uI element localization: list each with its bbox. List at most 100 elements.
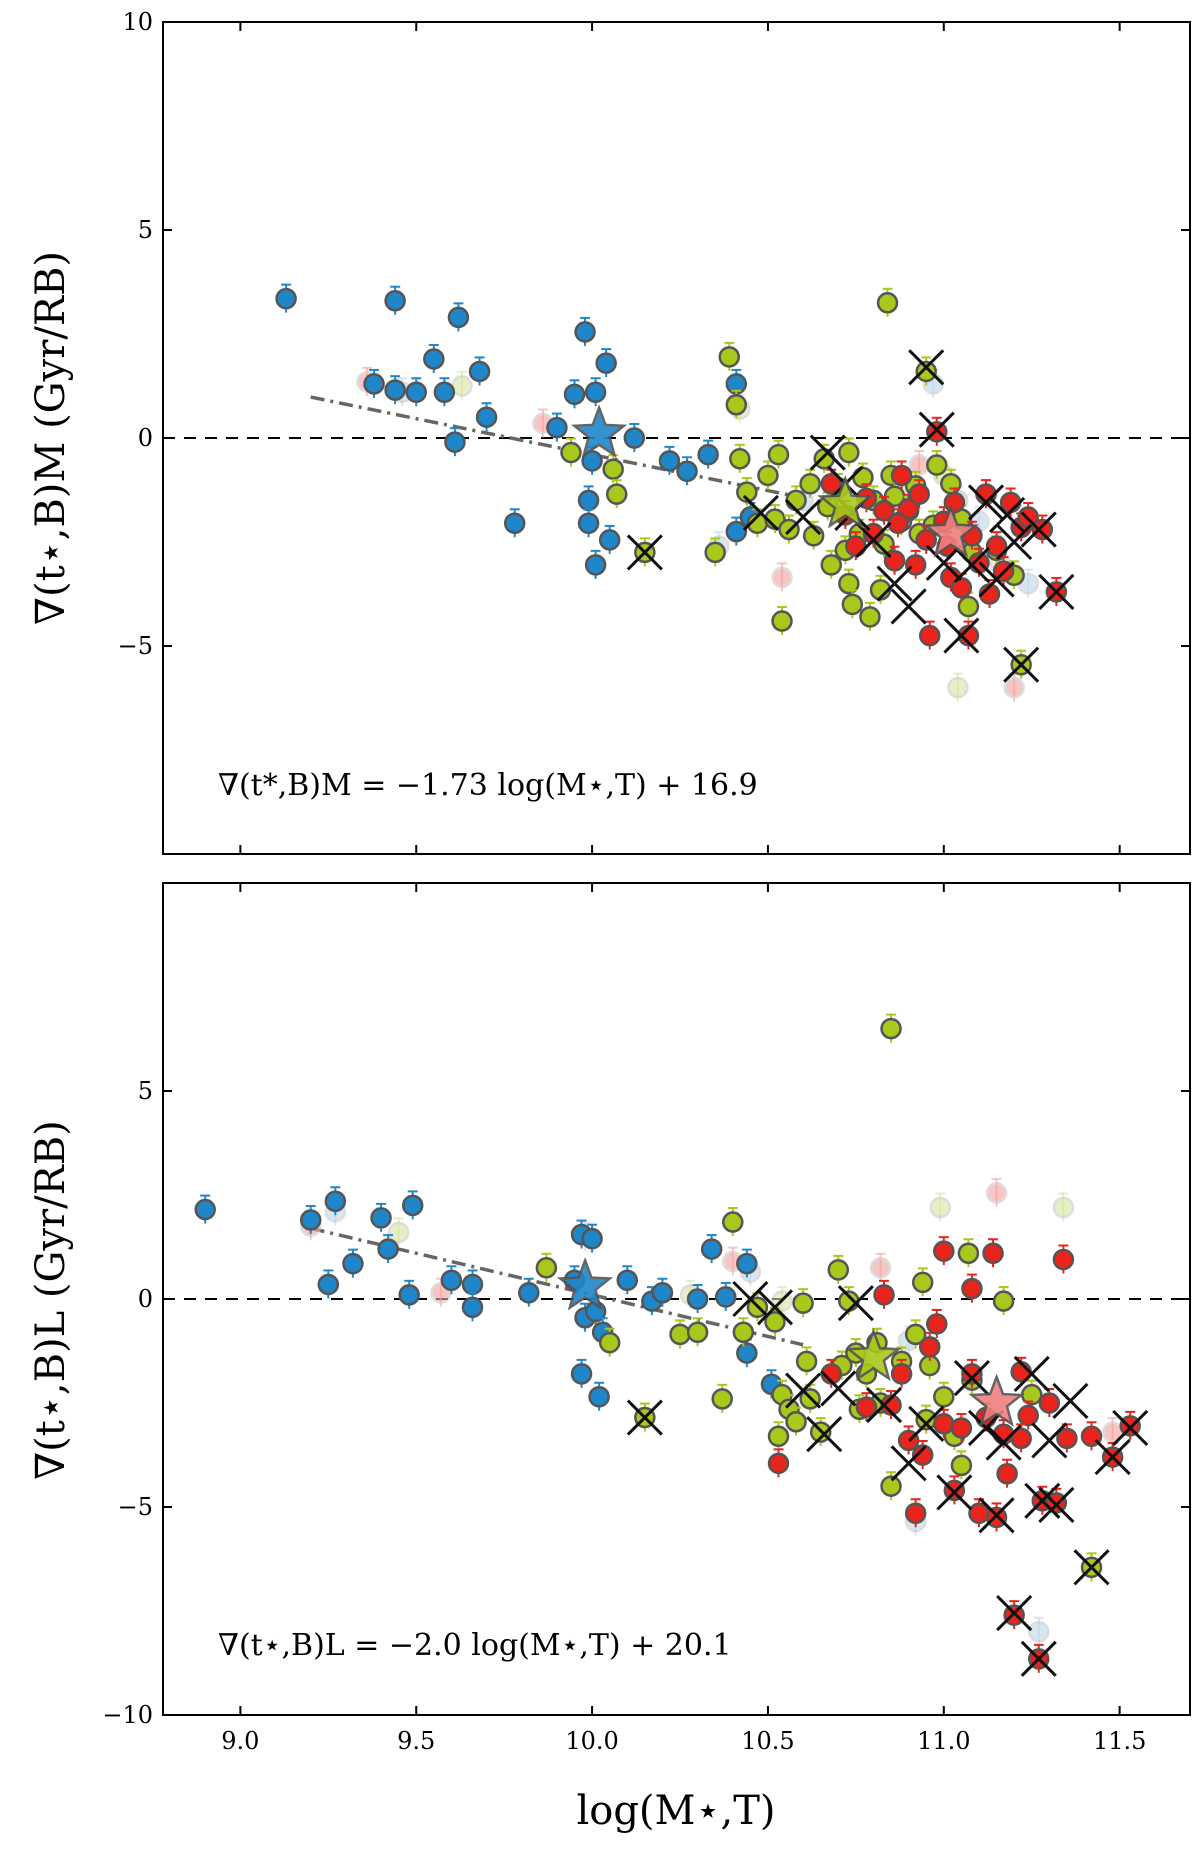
bottom-point-blue bbox=[377, 1238, 399, 1260]
bottom-cross-marker bbox=[1073, 1549, 1110, 1586]
bottom-tick-layer: −10 −5 0 5 9.0 9.5 10.0 10.5 11.0 11.5 bbox=[102, 883, 1190, 1755]
top-point-red bbox=[918, 624, 941, 647]
top-point-green bbox=[940, 473, 962, 495]
bottom-cross-marker bbox=[908, 1405, 945, 1442]
top-cross-marker bbox=[978, 561, 1015, 598]
bottom-point-red bbox=[961, 1363, 983, 1385]
bottom-point-green bbox=[915, 1408, 937, 1431]
top-point-green bbox=[820, 554, 843, 576]
top-point-blue bbox=[584, 554, 607, 576]
bottom-point-blue bbox=[440, 1269, 463, 1292]
bottom-cross-marker bbox=[1031, 1422, 1068, 1459]
bottom-point-blue bbox=[324, 1190, 347, 1212]
top-point-green bbox=[704, 541, 726, 564]
bottom-point-red bbox=[767, 1452, 790, 1475]
top-cross-marker bbox=[876, 565, 913, 602]
top-point-blue bbox=[423, 348, 445, 370]
top-point-blue bbox=[546, 416, 568, 439]
top-point-red bbox=[908, 483, 930, 505]
bottom-xtick-label: 10.0 bbox=[565, 1727, 618, 1755]
bottom-point-red bbox=[996, 1462, 1018, 1485]
bottom-point-red bbox=[904, 1502, 927, 1524]
top-point-green bbox=[725, 393, 748, 416]
bottom-point-green bbox=[904, 1323, 927, 1346]
bottom-point-blue bbox=[398, 1284, 420, 1306]
bottom-point-green bbox=[880, 1017, 902, 1040]
top-cross-marker bbox=[989, 496, 1026, 534]
top-point-green bbox=[757, 464, 779, 487]
top-point-red bbox=[950, 577, 973, 599]
bottom-point-green bbox=[535, 1257, 558, 1279]
top-point-green bbox=[859, 606, 881, 628]
bottom-cross-marker bbox=[985, 1424, 1022, 1461]
bottom-point-faded bbox=[869, 1257, 892, 1279]
bottom-point-green bbox=[598, 1331, 621, 1354]
bottom-point-green bbox=[767, 1425, 790, 1448]
x-axis-label: log(M⋆,T) bbox=[576, 1788, 775, 1834]
top-cross-marker bbox=[918, 411, 955, 448]
top-point-faded bbox=[451, 375, 473, 397]
bottom-point-blue bbox=[588, 1386, 610, 1408]
top-point-red bbox=[890, 464, 913, 487]
bottom-point-green bbox=[686, 1321, 709, 1344]
bottom-star-pink bbox=[968, 1373, 1025, 1427]
bottom-point-red bbox=[880, 1394, 902, 1416]
bottom-cross-marker bbox=[1013, 1355, 1050, 1392]
bottom-point-blue bbox=[700, 1238, 723, 1260]
top-point-blue bbox=[475, 406, 498, 428]
bottom-point-blue bbox=[581, 1227, 603, 1250]
bottom-point-red bbox=[1056, 1427, 1078, 1450]
bottom-panel: −10 −5 0 5 9.0 9.5 10.0 10.5 11.0 11.5 ∇(t⋆,B)L =… bbox=[28, 882, 1191, 1834]
top-star-pink bbox=[922, 504, 979, 558]
top-point-blue bbox=[598, 529, 621, 551]
bottom-cross-marker bbox=[1094, 1439, 1131, 1476]
top-point-blue bbox=[577, 512, 600, 535]
bottom-point-red bbox=[926, 1313, 948, 1335]
bottom-point-red bbox=[1052, 1248, 1075, 1271]
bottom-point-green bbox=[950, 1454, 973, 1477]
top-point-blue bbox=[574, 321, 596, 343]
top-point-blue bbox=[405, 381, 427, 403]
bottom-cross-marker bbox=[785, 1372, 822, 1409]
top-ytick-label: 5 bbox=[138, 216, 153, 244]
bottom-point-green bbox=[957, 1242, 980, 1264]
bottom-cross-marker bbox=[820, 1370, 857, 1407]
top-point-blue bbox=[584, 381, 607, 403]
top-point-green bbox=[736, 481, 758, 503]
top-point-red bbox=[904, 554, 927, 576]
bottom-point-red bbox=[911, 1444, 934, 1466]
bottom-cross-marker bbox=[1020, 1640, 1057, 1677]
bottom-xtick-label: 11.5 bbox=[1093, 1727, 1146, 1755]
bottom-point-red bbox=[1017, 1404, 1039, 1427]
top-point-red bbox=[943, 491, 966, 514]
top-cross-marker bbox=[785, 498, 822, 536]
top-panel: −5 0 5 10 ∇(t*,B)M = −1.73 log(M⋆,T) + 16.9… bbox=[28, 8, 1191, 855]
top-point-red bbox=[985, 535, 1008, 557]
top-cross-marker bbox=[1038, 573, 1075, 610]
top-point-green bbox=[785, 489, 807, 512]
top-point-red bbox=[957, 624, 980, 647]
top-point-red bbox=[915, 529, 937, 551]
bottom-point-blue bbox=[570, 1363, 593, 1385]
bottom-point-blue bbox=[736, 1342, 758, 1364]
top-point-blue bbox=[384, 289, 406, 312]
top-point-green bbox=[926, 454, 948, 476]
bottom-cross-marker bbox=[1052, 1382, 1089, 1419]
top-point-blue bbox=[468, 360, 491, 383]
bottom-point-blue bbox=[342, 1252, 364, 1275]
bottom-xtick-label: 9.5 bbox=[397, 1727, 435, 1755]
bottom-point-green bbox=[795, 1350, 818, 1373]
top-cross-marker bbox=[925, 544, 962, 581]
top-point-blue bbox=[623, 427, 646, 449]
top-point-red bbox=[999, 491, 1022, 514]
top-point-green bbox=[838, 572, 860, 595]
bottom-ytick-label: 0 bbox=[138, 1285, 153, 1313]
top-point-faded bbox=[947, 676, 969, 699]
bottom-xtick-label: 10.5 bbox=[741, 1727, 794, 1755]
bottom-point-green bbox=[764, 1311, 786, 1333]
bottom-star-blue bbox=[556, 1256, 614, 1311]
bottom-point-red bbox=[918, 1336, 941, 1358]
bottom-point-red bbox=[1010, 1427, 1032, 1450]
bottom-point-blue bbox=[686, 1288, 709, 1310]
